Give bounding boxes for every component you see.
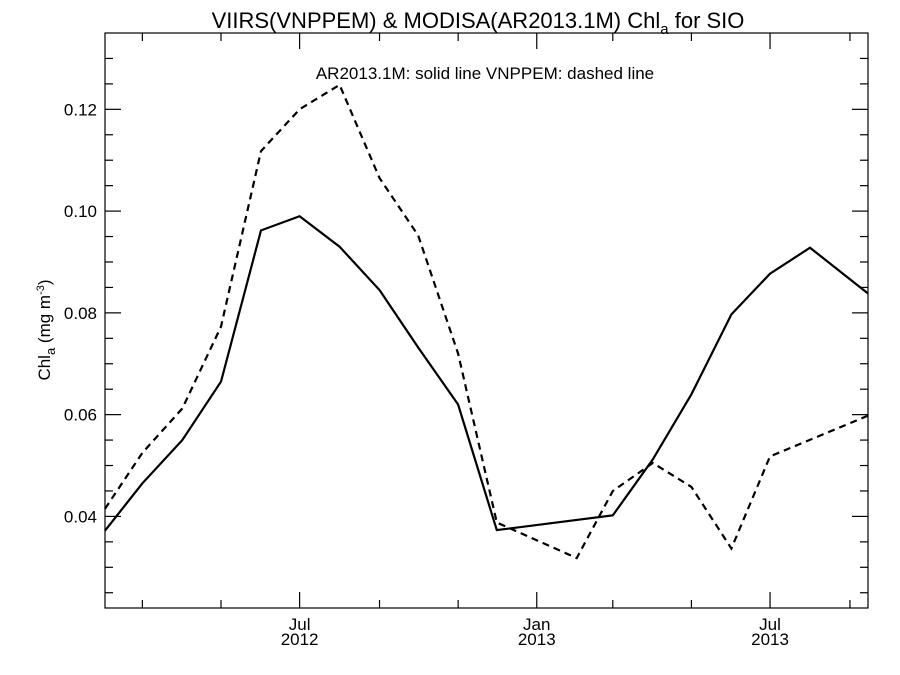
y-tick-label: 0.08 (64, 304, 97, 323)
plot-frame (104, 32, 869, 609)
x-tick-month-label: Jul (759, 615, 781, 634)
series-line-dashed (104, 83, 869, 560)
x-tick-month-label: Jul (289, 615, 311, 634)
x-tick-year-label: 2013 (518, 630, 556, 649)
series-line-solid (104, 214, 869, 532)
x-tick-month-label: Jan (523, 615, 550, 634)
y-tick-label: 0.04 (64, 507, 97, 526)
y-axis-label: Chla (mg m-3) (35, 279, 58, 380)
y-tick-label: 0.06 (64, 406, 97, 425)
x-tick-year-label: 2013 (751, 630, 789, 649)
y-tick-label: 0.10 (64, 202, 97, 221)
y-tick-label: 0.12 (64, 100, 97, 119)
chart-title: VIIRS(VNPPEM) & MODISA(AR2013.1M) Chla f… (212, 8, 745, 38)
x-tick-year-label: 2012 (281, 630, 319, 649)
series-group (104, 83, 869, 560)
y-axis-ticks: 0.04 0.06 0.08 0.10 0.12 (64, 57, 868, 594)
legend-text: AR2013.1M: solid line VNPPEM: dashed lin… (316, 64, 654, 83)
